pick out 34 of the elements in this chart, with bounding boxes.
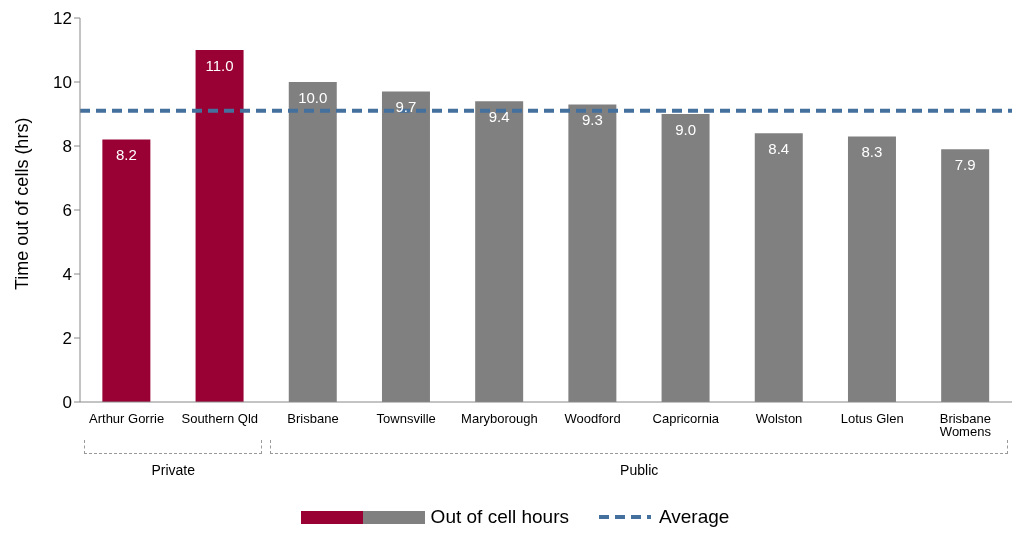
text: Public xyxy=(619,462,660,478)
data-label: 9.0 xyxy=(675,120,696,138)
y-tick-label: 2 xyxy=(62,329,72,349)
data-label: 8.4 xyxy=(768,139,790,157)
x-tick-label: Arthur Gorrie xyxy=(89,411,165,427)
y-axis-title: Time out of cells (hrs) xyxy=(12,117,33,290)
x-tick-label: Brisbane xyxy=(287,411,339,427)
y-tick-label: 8 xyxy=(62,137,72,157)
x-tick-label: Woodford xyxy=(564,411,621,427)
y-tick-label: 6 xyxy=(62,201,72,221)
bar xyxy=(195,50,244,402)
bar xyxy=(102,139,151,402)
data-label: 9.7 xyxy=(395,98,417,116)
x-tick-label: Lotus Glen xyxy=(840,411,904,427)
x-tick-label: Capricornia xyxy=(652,411,720,427)
data-label: 8.3 xyxy=(861,143,883,161)
data-label: 9.4 xyxy=(488,107,510,125)
x-tick-label: Wolston xyxy=(755,411,803,427)
y-tick-label: 0 xyxy=(62,393,72,413)
data-label: 7.9 xyxy=(954,155,976,173)
x-tick-label: Maryborough xyxy=(461,411,538,427)
data-label: 11.0 xyxy=(205,56,234,74)
legend-label: Average xyxy=(658,506,730,528)
y-tick-label: 12 xyxy=(53,9,72,29)
data-label: 10.0 xyxy=(298,88,328,106)
data-label: 8.2 xyxy=(115,146,137,164)
y-tick-label: 10 xyxy=(53,73,72,93)
x-tick-label: Brisbane Womens xyxy=(939,411,992,440)
data-label: 9.3 xyxy=(581,111,603,129)
legend-label: Out of cell hours xyxy=(430,506,569,528)
text: Private xyxy=(150,462,196,478)
y-tick-label: 4 xyxy=(62,265,72,285)
x-tick-label: Southern Qld xyxy=(181,411,259,427)
x-tick-label: Townsville xyxy=(376,411,436,427)
